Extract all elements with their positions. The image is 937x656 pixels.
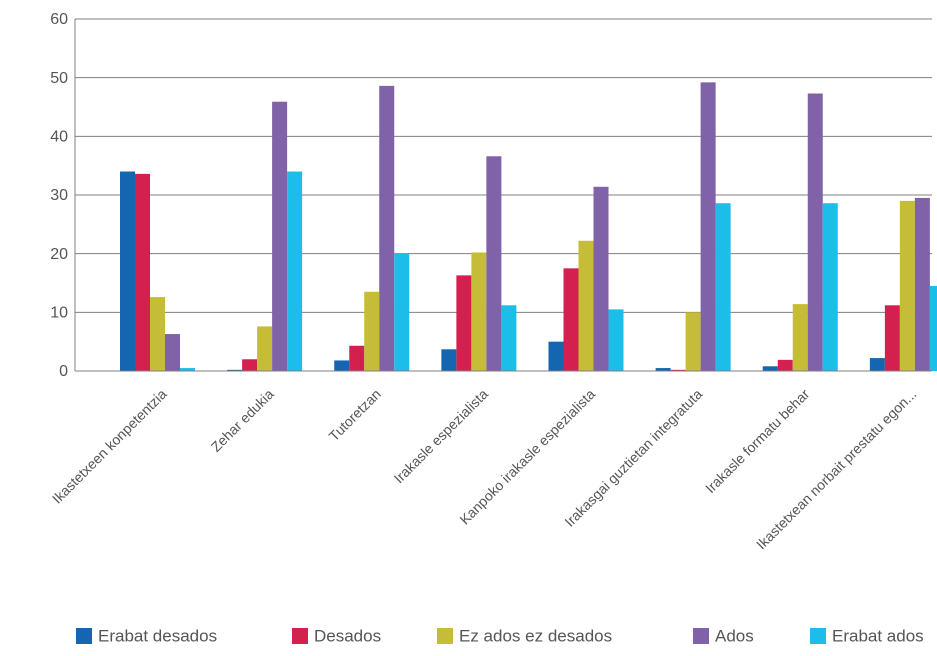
bar	[165, 334, 180, 371]
legend-swatch	[693, 628, 709, 644]
bar	[441, 349, 457, 371]
bar	[777, 359, 793, 371]
bar	[257, 326, 273, 371]
bar	[655, 368, 671, 371]
category-label: Tutoretzan	[326, 386, 384, 444]
bar	[608, 309, 624, 371]
bar	[700, 82, 716, 372]
y-tick-label: 50	[50, 70, 68, 87]
bar	[242, 359, 258, 371]
grid	[75, 18, 932, 313]
y-tick-label: 40	[50, 129, 68, 146]
category-label: Zehar edukia	[208, 386, 277, 455]
legend-label: Erabat desados	[98, 626, 217, 645]
bar	[349, 345, 365, 371]
bar	[486, 156, 502, 371]
bars	[120, 82, 937, 372]
legend: Erabat desados Desados Ez ados ez desados A…	[76, 626, 924, 645]
bar	[807, 93, 823, 372]
bar	[899, 200, 915, 371]
bar	[364, 291, 380, 371]
bar	[593, 186, 609, 371]
legend-label: Desados	[314, 626, 381, 645]
axes: 0 10 20 30 40 50 60	[50, 11, 932, 380]
bar	[334, 360, 350, 371]
y-tick-label: 20	[50, 246, 68, 263]
y-tick-label: 0	[59, 363, 68, 380]
y-tick-label: 10	[50, 305, 68, 322]
bar	[227, 369, 243, 371]
bar	[929, 285, 937, 371]
bar	[914, 197, 930, 371]
bar	[379, 85, 395, 371]
bar	[792, 304, 808, 371]
legend-swatch	[810, 628, 826, 644]
y-tick-label: 30	[50, 187, 68, 204]
y-tick-label: 60	[50, 11, 68, 28]
bar	[180, 368, 195, 371]
bar	[563, 268, 579, 371]
bar	[548, 341, 564, 371]
category-labels: Ikastetxeen konpetentzia Zehar edukia Tuto…	[49, 386, 920, 553]
bar	[670, 369, 686, 371]
bar	[869, 358, 885, 371]
bar	[578, 240, 594, 371]
bar	[287, 171, 303, 371]
bar	[762, 366, 778, 371]
bar	[685, 312, 701, 371]
bar	[822, 203, 838, 371]
bar	[394, 253, 410, 371]
bar	[150, 297, 165, 371]
bar	[135, 173, 150, 371]
category-label: Irakasle espezialista	[391, 386, 492, 487]
bar	[471, 252, 487, 371]
legend-swatch	[292, 628, 308, 644]
bar	[884, 305, 900, 371]
legend-label: Ez ados ez desados	[459, 626, 612, 645]
bar	[120, 171, 135, 371]
legend-swatch	[76, 628, 92, 644]
bar	[456, 275, 472, 371]
legend-swatch	[437, 628, 453, 644]
category-label: Ikastetxeen konpetentzia	[49, 386, 170, 507]
legend-label: Erabat ados	[832, 626, 924, 645]
bar	[272, 101, 288, 371]
legend-label: Ados	[715, 626, 754, 645]
bar	[715, 203, 731, 371]
bar	[501, 305, 517, 371]
category-label: Irakasle formatu behar	[702, 386, 813, 497]
